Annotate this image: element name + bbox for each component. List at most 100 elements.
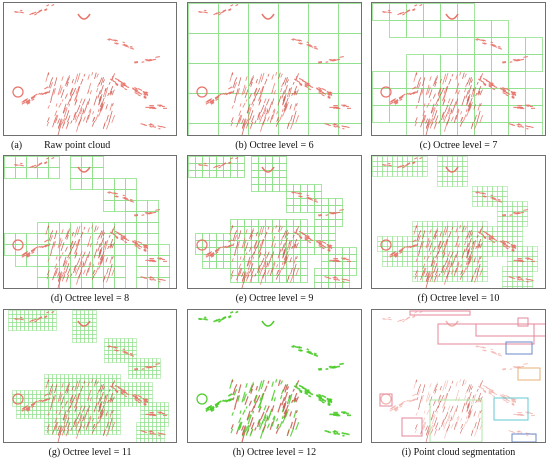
point-streak <box>422 77 426 87</box>
octree-cell <box>160 422 165 427</box>
point-streak <box>295 382 298 386</box>
point-streak <box>57 275 62 283</box>
point-streak <box>286 276 290 283</box>
octree-cell <box>406 71 424 89</box>
panel-a-caption: (a) Raw point cloud <box>3 140 177 152</box>
point-streak <box>422 263 426 270</box>
octree-cell <box>152 374 157 379</box>
octree-cell <box>402 236 408 242</box>
point-streak <box>304 84 308 87</box>
point-streak <box>140 276 146 279</box>
point-cloud <box>380 311 536 442</box>
point-streak <box>431 107 436 118</box>
point-streak <box>286 76 289 80</box>
point-streak <box>82 110 85 114</box>
point-streak <box>267 412 272 421</box>
point-streak <box>282 263 286 270</box>
point-streak <box>464 226 467 231</box>
point-streak <box>423 425 426 429</box>
point-streak <box>472 86 477 98</box>
octree-cell <box>278 63 309 94</box>
point-streak <box>425 123 430 135</box>
octree-cell <box>286 219 294 227</box>
point-streak <box>450 415 453 419</box>
point-streak <box>245 118 249 125</box>
point-streak <box>288 241 291 245</box>
point-streak <box>425 84 430 96</box>
octree-cell <box>440 122 458 135</box>
point-streak <box>26 254 31 257</box>
point-streak <box>447 405 451 411</box>
point-streak <box>231 72 234 76</box>
point-streak <box>78 418 81 424</box>
point-streak <box>511 93 515 96</box>
point-streak <box>75 421 80 430</box>
point-streak <box>123 82 126 85</box>
point-streak <box>290 114 293 122</box>
octree-cell <box>12 310 17 315</box>
point-cloud <box>12 310 168 442</box>
octree-cell <box>389 3 407 21</box>
point-streak <box>483 83 487 87</box>
octree-cell <box>28 310 33 315</box>
octree-cell <box>136 434 141 439</box>
octree-cell <box>230 261 238 269</box>
point-streak <box>290 121 294 130</box>
point-streak <box>134 214 139 217</box>
point-streak <box>256 240 261 249</box>
octree-cell <box>103 189 115 201</box>
octree-cell <box>148 382 153 387</box>
point-streak <box>150 123 155 126</box>
octree-cell <box>16 326 21 331</box>
octree-cell <box>120 342 125 347</box>
octree-cell <box>148 406 153 411</box>
octree-cell <box>300 261 308 269</box>
point-streak <box>463 267 467 275</box>
octree-cell <box>372 3 390 21</box>
left-cluster <box>205 393 234 413</box>
point-streak <box>145 400 149 403</box>
point-streak <box>296 192 301 195</box>
octree-cell <box>24 414 29 419</box>
point-streak <box>342 434 345 437</box>
point-streak <box>457 90 460 95</box>
octree-cell <box>397 241 403 247</box>
point-streak <box>70 241 74 250</box>
point-streak <box>143 95 147 98</box>
point-streak <box>442 98 446 104</box>
octree-cell <box>209 261 217 269</box>
point-streak <box>66 383 70 392</box>
octree-cell <box>76 330 81 335</box>
octree-cell <box>16 310 21 315</box>
point-streak <box>466 230 471 238</box>
right-streak-2 <box>317 56 344 64</box>
point-streak <box>137 241 143 244</box>
point-streak <box>460 116 463 122</box>
octree-cell <box>477 251 483 257</box>
octree-cell <box>76 338 81 343</box>
right-streak-1 <box>107 38 135 50</box>
point-streak <box>241 237 246 249</box>
point-streak <box>68 75 70 78</box>
octree-cell <box>15 255 27 267</box>
point-streak <box>67 268 71 276</box>
point-streak <box>520 58 525 61</box>
point-streak <box>491 350 496 354</box>
right-streak-2 <box>133 56 160 64</box>
point-streak <box>490 41 493 44</box>
point-streak <box>245 252 248 255</box>
point-streak <box>431 107 435 114</box>
point-streak <box>511 403 515 406</box>
point-streak <box>234 88 239 100</box>
octree-cell <box>70 156 82 168</box>
point-streak <box>104 393 109 405</box>
octree-cell <box>52 378 57 383</box>
octree-cell <box>128 362 133 367</box>
octree-cell <box>136 277 148 288</box>
point-streak <box>102 404 105 410</box>
octree-cell <box>92 156 104 168</box>
octree-cell <box>156 370 161 375</box>
point-streak <box>488 390 493 394</box>
point-streak <box>273 243 276 248</box>
point-streak <box>254 88 258 97</box>
